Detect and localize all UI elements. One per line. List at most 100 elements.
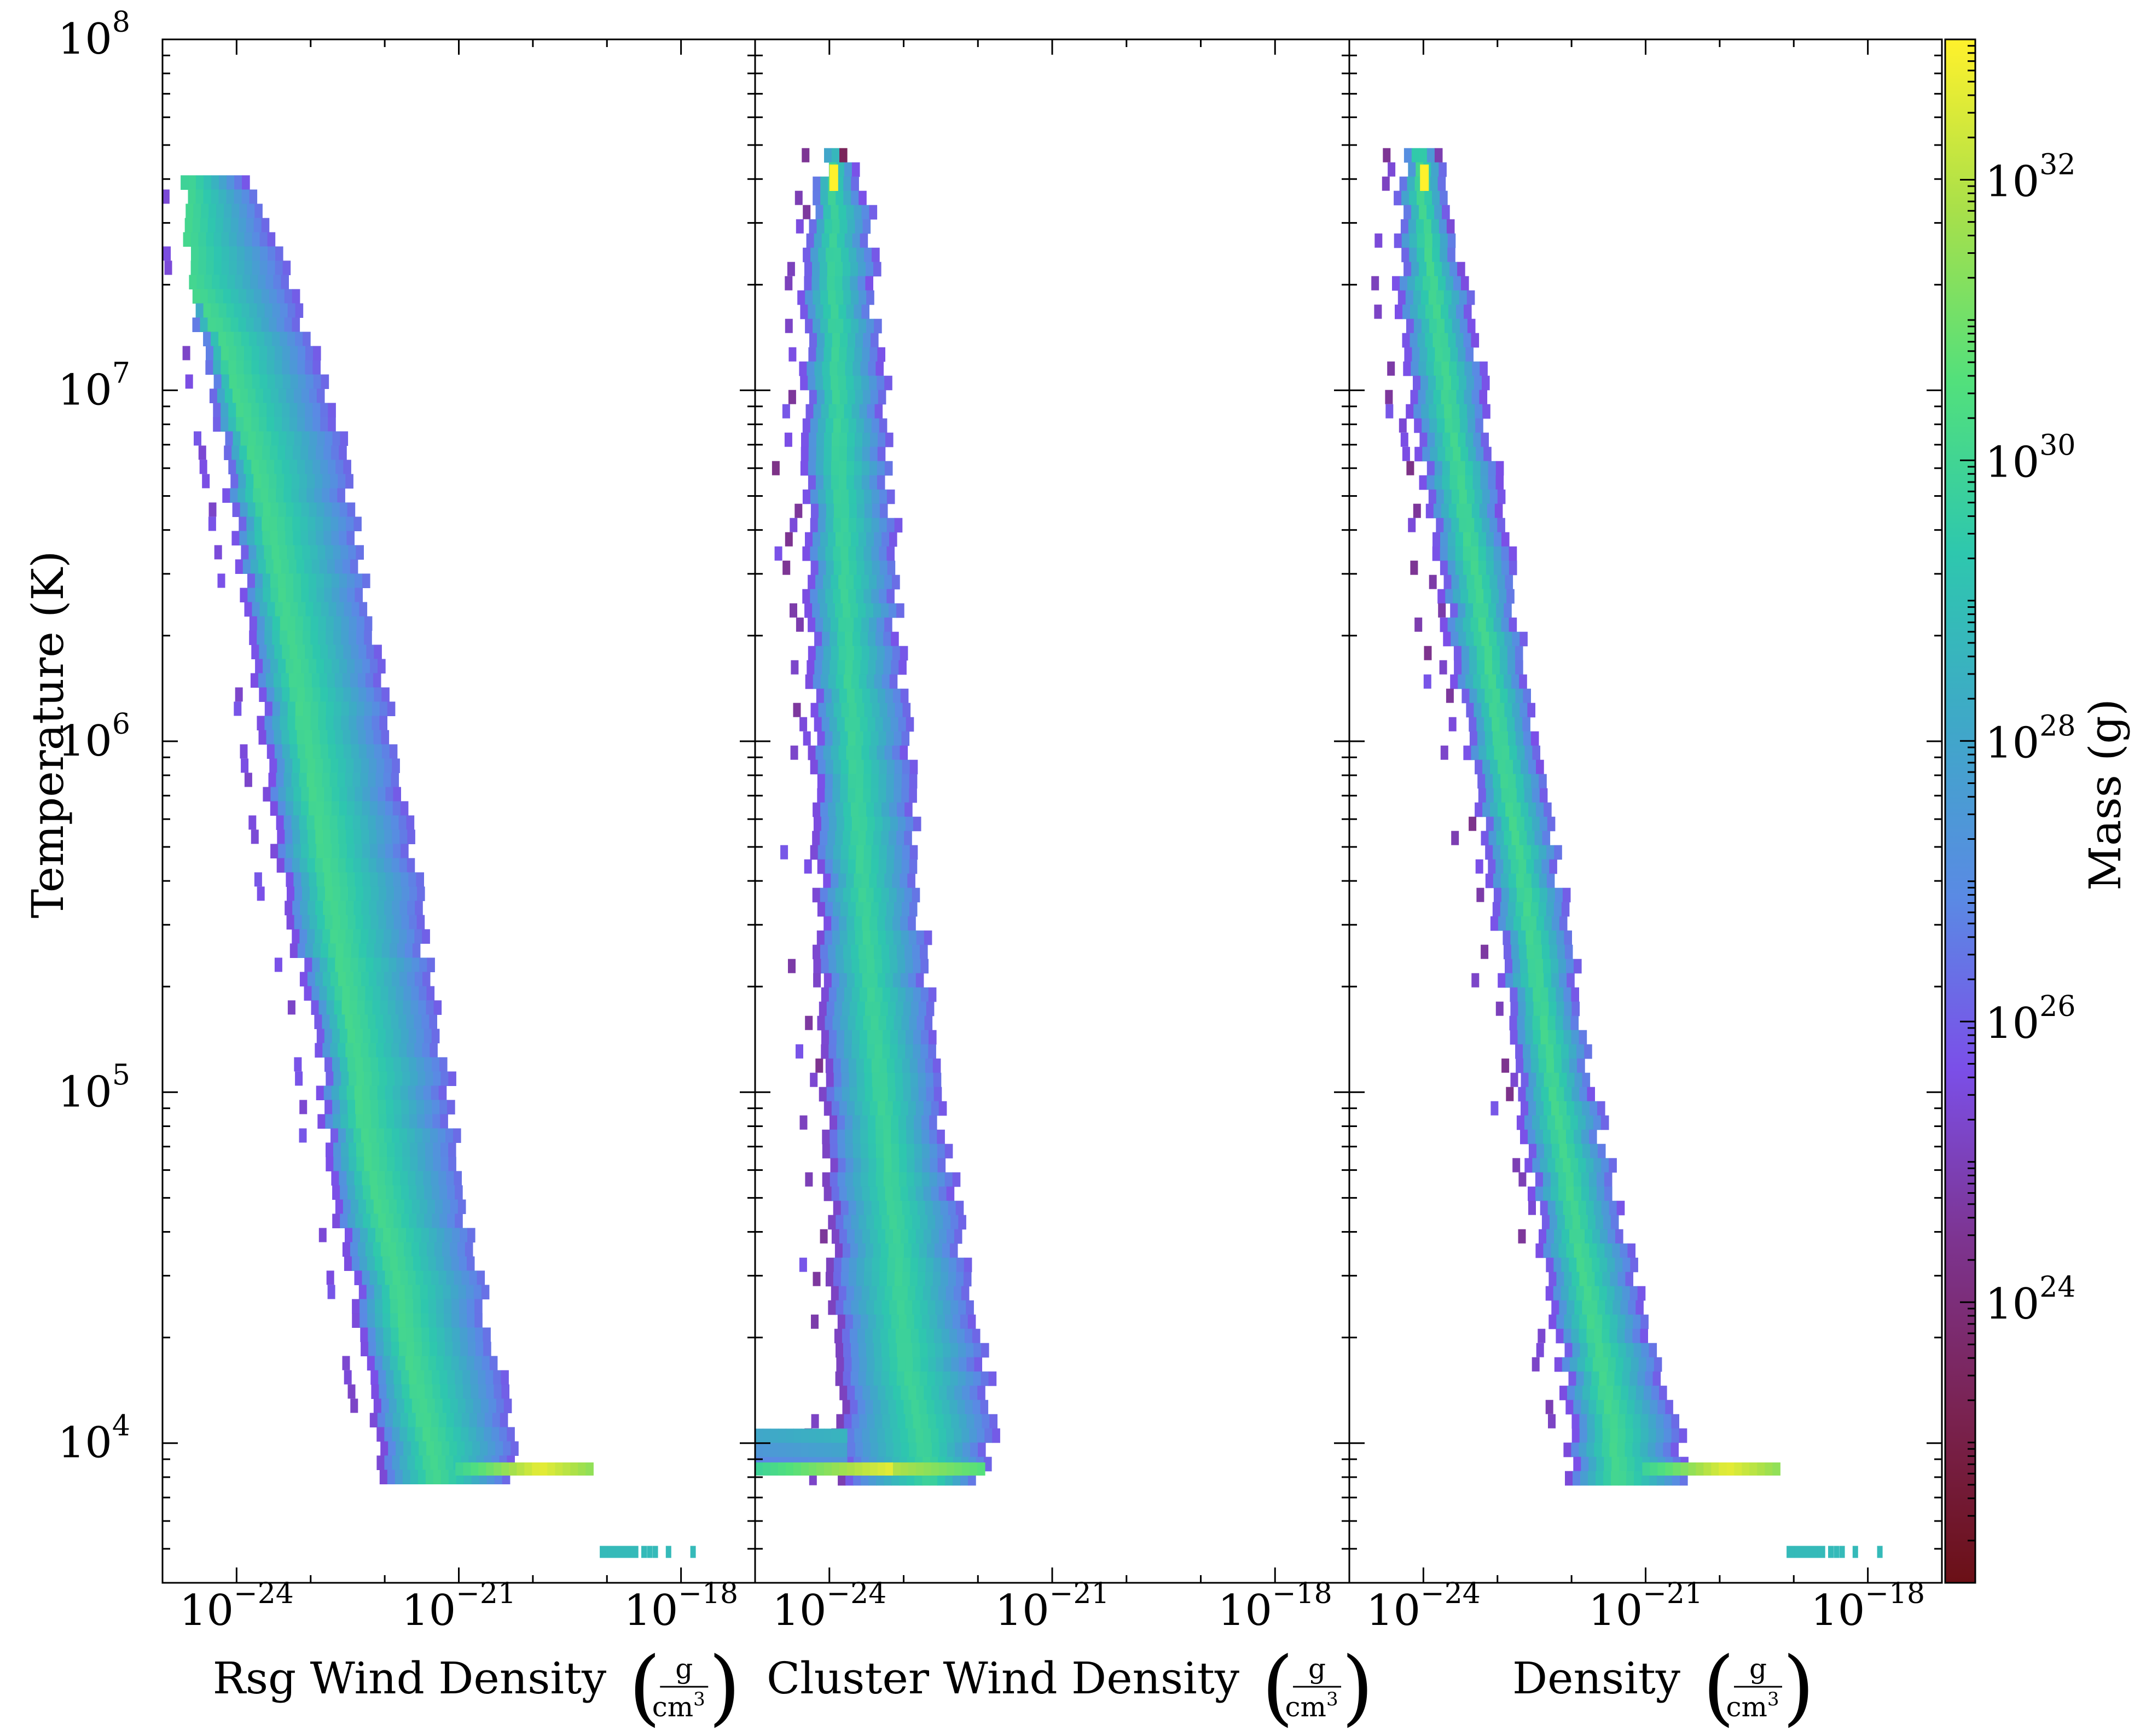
heatmap-cell bbox=[811, 276, 820, 291]
heatmap-cell bbox=[838, 873, 846, 889]
heatmap-cell bbox=[836, 532, 844, 547]
heatmap-cell bbox=[345, 972, 354, 986]
heatmap-cell bbox=[278, 588, 286, 602]
heatmap-cell bbox=[886, 774, 895, 789]
heatmap-cell bbox=[376, 829, 385, 844]
heatmap-cell bbox=[229, 374, 237, 389]
heatmap-cell bbox=[846, 916, 855, 931]
heatmap-cell bbox=[415, 1171, 424, 1186]
heatmap-cell bbox=[890, 1414, 898, 1429]
heatmap-cell bbox=[832, 333, 840, 348]
heatmap-cell bbox=[813, 1271, 821, 1286]
heatmap-cell bbox=[379, 1114, 387, 1129]
unit-denominator: cm3 bbox=[1285, 1688, 1338, 1723]
heatmap-cell bbox=[1586, 1328, 1594, 1344]
heatmap-cell bbox=[362, 573, 370, 588]
heatmap-cell bbox=[299, 474, 308, 489]
heatmap-cell bbox=[966, 1414, 975, 1429]
heatmap-cell bbox=[875, 631, 884, 647]
heatmap-cell bbox=[932, 1271, 941, 1287]
heatmap-cell bbox=[846, 461, 855, 476]
heatmap-cell bbox=[1484, 717, 1492, 732]
heatmap-cell bbox=[247, 573, 256, 588]
heatmap-cell bbox=[854, 205, 862, 220]
heatmap-cell bbox=[813, 973, 821, 988]
heatmap-cell bbox=[400, 1413, 409, 1427]
heatmap-cell bbox=[1469, 816, 1477, 831]
heatmap-cell bbox=[823, 347, 832, 362]
heatmap-cell bbox=[860, 660, 868, 675]
heatmap-cell bbox=[1504, 674, 1512, 689]
heatmap-cell bbox=[330, 474, 338, 489]
heatmap-cell bbox=[320, 687, 328, 702]
heatmap-cell bbox=[865, 1001, 873, 1017]
heatmap-cell bbox=[1597, 1300, 1605, 1315]
heatmap-cell bbox=[1435, 347, 1443, 362]
heatmap-cell bbox=[407, 1128, 415, 1143]
heatmap-cell bbox=[339, 872, 347, 887]
heatmap-cell bbox=[877, 347, 885, 362]
heatmap-cell bbox=[299, 858, 308, 873]
heatmap-cell bbox=[871, 418, 880, 433]
heatmap-cell bbox=[1554, 1229, 1562, 1244]
heatmap-cell bbox=[257, 630, 265, 645]
heatmap-cell bbox=[1440, 190, 1448, 206]
heatmap-cell bbox=[444, 1313, 452, 1328]
heatmap-cell bbox=[232, 388, 241, 403]
heatmap-cell bbox=[236, 417, 244, 432]
heatmap-cell bbox=[922, 1158, 931, 1173]
heatmap-cell bbox=[284, 289, 293, 304]
heatmap-cell bbox=[1474, 375, 1482, 391]
heatmap-cell bbox=[1610, 1428, 1619, 1443]
heatmap-cell bbox=[295, 616, 304, 631]
heatmap-cell bbox=[320, 943, 329, 958]
heatmap-cell bbox=[1610, 1343, 1619, 1358]
heatmap-cell bbox=[252, 602, 260, 617]
heatmap-cell bbox=[338, 858, 346, 873]
heatmap-cell bbox=[1571, 1328, 1579, 1344]
heatmap-cell bbox=[884, 574, 892, 590]
heatmap-cell bbox=[460, 1327, 468, 1342]
heatmap-cell bbox=[415, 1427, 423, 1442]
heatmap-cell bbox=[401, 1029, 409, 1043]
heatmap-cell bbox=[278, 388, 287, 403]
heatmap-cell bbox=[871, 1271, 880, 1287]
heatmap-cell bbox=[314, 815, 323, 830]
heatmap-cell bbox=[793, 1429, 802, 1443]
heatmap-cell bbox=[869, 205, 878, 220]
heatmap-cell bbox=[1493, 887, 1502, 903]
heatmap-cell bbox=[839, 916, 847, 931]
heatmap-cell bbox=[361, 1342, 369, 1356]
heatmap-cell bbox=[243, 360, 252, 375]
heatmap-cell bbox=[828, 959, 837, 974]
heatmap-cell bbox=[864, 560, 873, 576]
heatmap-cell bbox=[855, 859, 864, 874]
heatmap-cell bbox=[1576, 1257, 1585, 1273]
heatmap-cell bbox=[1496, 674, 1504, 689]
heatmap-cell bbox=[280, 701, 288, 716]
heatmap-cell bbox=[344, 1256, 352, 1271]
heatmap-cell bbox=[1556, 1001, 1564, 1017]
heatmap-cell bbox=[854, 574, 862, 590]
heatmap-cell bbox=[330, 901, 339, 915]
heatmap-cell bbox=[404, 1398, 413, 1413]
heatmap-cell bbox=[376, 972, 385, 986]
heatmap-cell bbox=[355, 915, 364, 930]
heatmap-cell bbox=[1584, 1257, 1592, 1273]
heatmap-cell bbox=[246, 218, 254, 233]
heatmap-cell bbox=[308, 801, 317, 816]
heatmap-cell bbox=[913, 987, 921, 1002]
heatmap-cell bbox=[869, 873, 877, 889]
heatmap-cell bbox=[1475, 759, 1483, 775]
heatmap-cell bbox=[1447, 546, 1456, 561]
heatmap-cell bbox=[358, 943, 367, 958]
heatmap-cell bbox=[831, 375, 839, 391]
heatmap-cell bbox=[1593, 1115, 1602, 1130]
heatmap-cell bbox=[1476, 887, 1484, 902]
heatmap-cell bbox=[435, 1285, 444, 1299]
heatmap-cell bbox=[836, 404, 845, 419]
heatmap-cell bbox=[802, 489, 811, 504]
heatmap-cell bbox=[385, 1029, 394, 1043]
heatmap-cell bbox=[833, 845, 842, 860]
heatmap-cell bbox=[834, 1087, 843, 1102]
